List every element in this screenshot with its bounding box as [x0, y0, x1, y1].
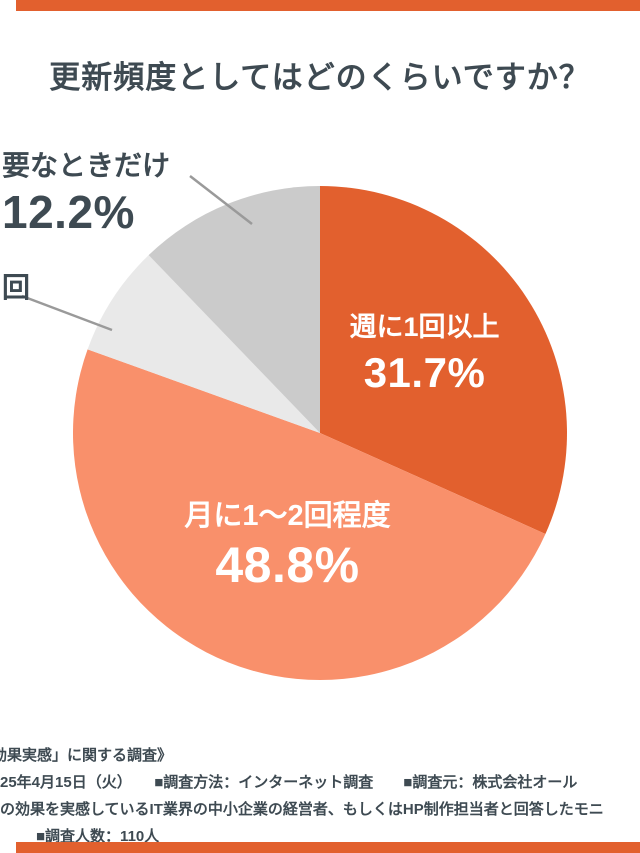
slice-label-truncated: 回	[2, 272, 30, 304]
slice-label-monthly-pct: 48.8%	[215, 537, 360, 594]
pie-slice-1	[73, 349, 546, 680]
slice-label-weekly-pct: 31.7%	[363, 349, 486, 397]
pie-slice-2	[87, 255, 320, 433]
pie-chart	[73, 186, 567, 680]
bottom-accent-bar	[16, 842, 640, 853]
slice-label-monthly: 月に1〜2回程度 48.8%	[150, 500, 425, 595]
survey-footnote: 効果実感」に関する調査》 25年4月15日（火） ■調査方法：インターネット調査…	[0, 742, 640, 850]
pie-slice-0	[320, 186, 567, 534]
pie-svg	[73, 186, 567, 680]
slice-label-weekly-text: 週に1回以上	[349, 312, 500, 342]
slice-label-weekly: 週に1回以上 31.7%	[322, 312, 527, 397]
pie-slice-3	[148, 186, 320, 433]
slice-label-truncated-text: 回	[2, 272, 31, 303]
slice-label-when-needed-text: 要なときだけ	[2, 150, 171, 181]
slice-label-when-needed-pct: 12.2%	[2, 186, 135, 239]
chart-title: 更新頻度としてはどのくらいですか？	[49, 60, 591, 95]
top-accent-bar	[16, 0, 640, 11]
footnote-line-1: 効果実感」に関する調査》	[0, 747, 173, 764]
footnote-line-3: の効果を実感しているIT業界の中小企業の経営者、もしくはHP制作担当者と回答した…	[0, 801, 604, 818]
slice-label-when-needed: 要なときだけ 12.2%	[2, 150, 170, 239]
footnote-line-2: 25年4月15日（火） ■調査方法：インターネット調査 ■調査元：株式会社オール	[0, 774, 578, 791]
footnote-line-4: ■調査人数：110人	[36, 828, 160, 845]
slice-label-monthly-text: 月に1〜2回程度	[184, 500, 391, 532]
